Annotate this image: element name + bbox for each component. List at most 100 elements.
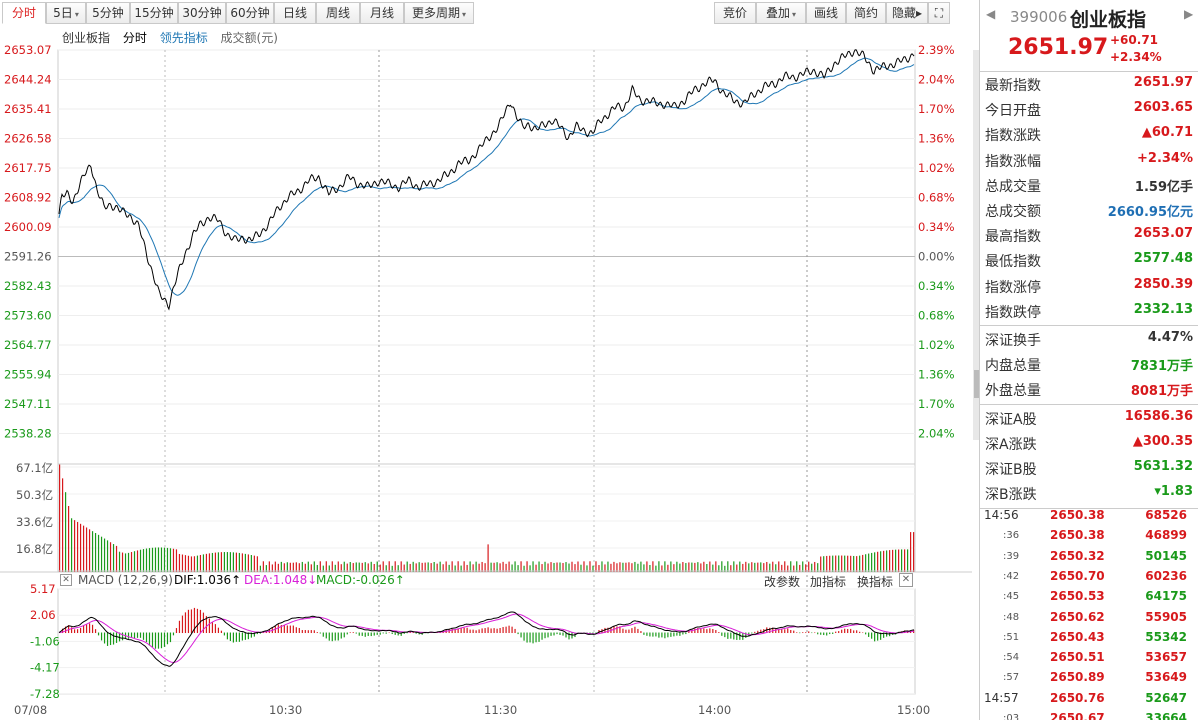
volume-bar [325,561,327,572]
volume-bar [619,562,621,572]
volume-tick-label: 50.3亿 [16,488,53,502]
volume-bar [265,565,267,572]
legend-lead-indicator[interactable]: 领先指标 [159,31,208,45]
tick-volume: 52647 [1145,690,1187,705]
macd-action-switch[interactable]: 换指标 [857,575,894,589]
prev-arrow-icon[interactable]: ◀ [986,7,996,21]
macd-bar [619,626,621,634]
volume-bar [523,565,525,572]
period-tab-5[interactable]: 60分钟 [226,2,274,24]
volume-bar [118,551,121,572]
period-tab-4[interactable]: 30分钟 [178,2,226,24]
volume-bar [382,561,384,572]
volume-bar [433,561,435,572]
tick-time: :48 [1003,611,1020,623]
chart-scrollbar[interactable] [973,50,979,440]
intraday-chart[interactable]: 2653.07 2.39% 2644.24 2.04% 2635.41 1.70% 2626… [0,26,972,720]
tool-button-1[interactable]: 叠加 ▾ [756,2,806,24]
tick-time: :42 [1003,570,1020,582]
volume-bar [706,563,708,572]
volume-bar [478,563,480,572]
quote-panel: ◀ 399006 创业板指 ▶ 2651.97 +60.71 +2.34% 最新… [979,0,1198,720]
stat-value: ▲300.35 [1132,433,1193,449]
tick-price: 2650.62 [1050,609,1105,624]
volume-bar [547,563,549,572]
macd-action-add[interactable]: 加指标 [810,575,847,589]
volume-bar [415,563,417,572]
period-tab-9[interactable]: 更多周期 ▾ [404,2,474,24]
volume-bar [769,563,771,572]
tick-volume: 50145 [1145,548,1187,563]
volume-bar [763,563,765,572]
stat-row: 总成交额 2660.95亿元 [980,198,1198,223]
volume-bar [514,561,516,572]
volume-bar [253,555,255,572]
volume-bar [256,556,258,572]
period-tab-0[interactable]: 分时 [2,2,46,24]
volume-bar [673,564,675,572]
time-tick-label: 15:00 [897,703,930,717]
stat-label: 指数涨停 [985,279,1041,296]
next-arrow-icon[interactable]: ▶ [1184,7,1194,21]
macd-bar [304,630,306,634]
time-tick-label: 07/08 [14,703,47,717]
macd-bar [817,632,819,635]
volume-bar [79,523,82,572]
volume-bar [358,562,360,572]
volume-bar [109,542,112,572]
tool-button-2[interactable]: 画线 [806,2,846,24]
volume-bar [538,561,540,572]
tick-volume: 55342 [1145,629,1187,644]
tick-price: 2650.38 [1050,528,1105,543]
tool-button-3[interactable]: 简约 [846,2,886,24]
expand-icon[interactable]: ⛶ [928,2,950,24]
period-tab-1[interactable]: 5日 ▾ [46,2,86,24]
macd-bar [520,632,522,638]
macd-bar [103,632,106,644]
tool-button-0[interactable]: 竞价 [714,2,756,24]
macd-bar [616,626,618,634]
tick-price: 2650.51 [1050,650,1105,665]
macd-bar [448,629,450,634]
macd-bar [799,632,801,634]
period-tab-3[interactable]: 15分钟 [130,2,178,24]
volume-bar [664,561,666,572]
volume-bar [625,562,627,572]
volume-bar [466,564,468,572]
panel-collapse-handle[interactable] [974,370,979,398]
macd-close-small-icon[interactable]: ✕ [60,574,72,586]
dif-line [58,611,915,667]
macd-bar [811,632,813,634]
period-tab-7[interactable]: 周线 [316,2,360,24]
volume-bar [649,564,651,572]
volume-bar [646,561,648,572]
tool-button-label: 竞价 [722,6,747,20]
tick-volume: 53649 [1145,670,1187,685]
stat-label: 指数跌停 [985,304,1041,321]
volume-bar [112,544,115,572]
stat-label: 指数涨跌 [985,128,1041,145]
macd-action-params[interactable]: 改参数 [764,575,801,589]
volume-bar [187,555,190,572]
period-tab-2[interactable]: 5分钟 [86,2,130,24]
macd-bar [505,626,507,634]
stat-value: 4.47% [1147,330,1193,345]
macd-close-icon[interactable]: ✕ [899,573,913,587]
period-tab-8[interactable]: 月线 [360,2,404,24]
macd-bar [367,632,369,636]
volume-bar [658,561,660,572]
tool-button-4[interactable]: 隐藏▸ [886,2,928,24]
volume-bar [766,561,768,572]
macd-bar [496,628,498,634]
volume-bar [655,565,657,572]
volume-bar [682,562,684,572]
volume-bar [142,549,145,572]
period-tab-6[interactable]: 日线 [274,2,316,24]
macd-bar [394,632,396,635]
period-toolbar: 分时 5日 ▾ 5分钟 15分钟 30分钟 60分钟 日线 周线 月线 更多周期 ▾ 竞价 叠加 ▾ 画线 简约… [0,0,974,26]
macd-bar [151,632,154,647]
volume-bar [508,561,510,572]
macd-bar [208,618,211,634]
macd-bar [259,632,261,634]
